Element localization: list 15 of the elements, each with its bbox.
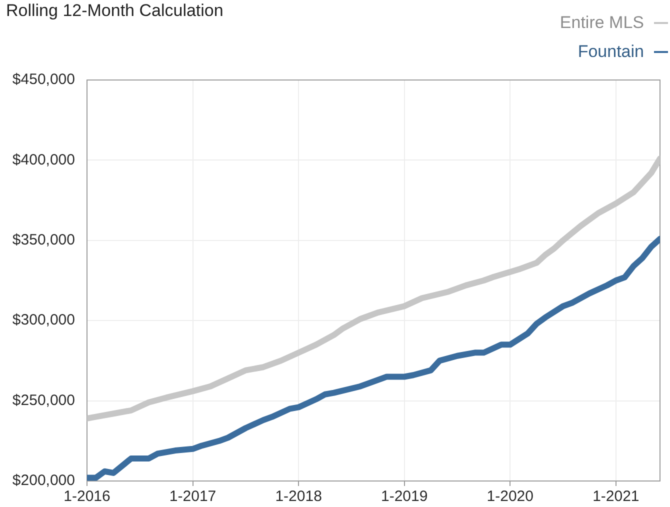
x-tick-label: 1-2016 xyxy=(64,488,110,506)
chart-title: Rolling 12-Month Calculation xyxy=(6,1,224,21)
y-tick-label: $200,000 xyxy=(12,472,75,490)
x-tick-label: 1-2021 xyxy=(592,488,640,506)
y-tick-label: $250,000 xyxy=(12,392,75,409)
x-tick-label: 1-2020 xyxy=(486,488,534,506)
y-tick-label: $450,000 xyxy=(12,71,75,88)
legend-label: Entire MLS xyxy=(560,12,644,32)
legend-label: Fountain xyxy=(578,42,644,62)
y-tick-label: $400,000 xyxy=(12,151,75,168)
x-tick-label: 1-2018 xyxy=(275,488,322,506)
y-tick-label: $350,000 xyxy=(12,232,75,249)
x-tick-label: 1-2019 xyxy=(380,488,428,506)
y-tick-label: $300,000 xyxy=(12,312,75,329)
x-tick-label: 1-2017 xyxy=(169,488,216,506)
